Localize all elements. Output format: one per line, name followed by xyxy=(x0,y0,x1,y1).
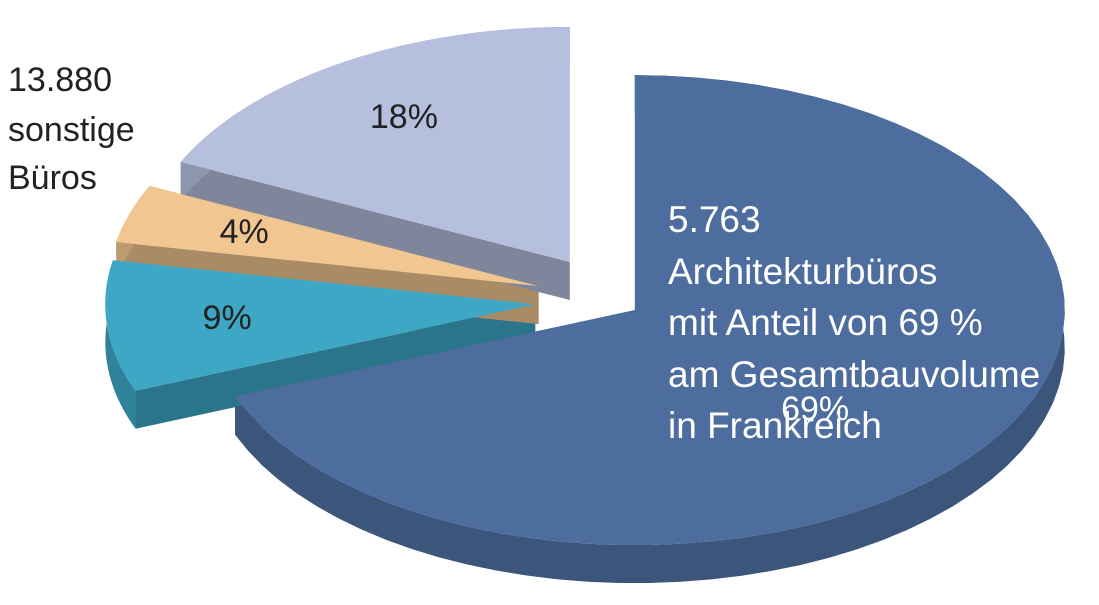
slice xyxy=(180,27,570,263)
annotation: am Gesamtbauvolume xyxy=(668,354,1040,395)
slice-group xyxy=(105,27,1065,583)
labels: 69% 9% 4% 18% xyxy=(203,98,850,428)
slice xyxy=(235,75,1065,545)
data-label: 18% xyxy=(370,98,438,136)
slice-side xyxy=(105,260,136,429)
annotation: 5.763 xyxy=(668,199,761,240)
data-label: 69% xyxy=(781,390,849,428)
annotation: in Frankreich xyxy=(668,405,882,446)
annotation: Büros xyxy=(8,159,97,197)
data-label: 4% xyxy=(220,213,269,251)
annotation: 13.880 xyxy=(8,61,112,99)
annotation: sonstige xyxy=(8,111,135,149)
slice xyxy=(105,260,536,391)
slice xyxy=(116,186,539,287)
data-label: 9% xyxy=(203,299,252,337)
annotation: mit Anteil von 69 % xyxy=(668,302,983,343)
pie xyxy=(105,27,1065,583)
annotation: Architekturbüros xyxy=(668,251,937,292)
